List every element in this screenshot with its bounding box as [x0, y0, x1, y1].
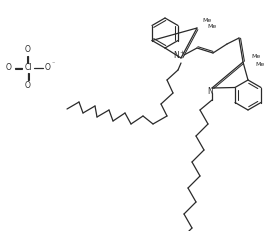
Text: O: O: [25, 82, 31, 91]
Text: Me: Me: [251, 54, 260, 58]
Text: Me: Me: [202, 18, 211, 22]
Text: O: O: [25, 46, 31, 55]
Text: O: O: [6, 64, 12, 73]
Text: N: N: [173, 52, 179, 61]
Text: Cl: Cl: [24, 64, 32, 73]
Text: O: O: [45, 64, 51, 73]
Text: Me: Me: [255, 61, 264, 67]
Text: ⁻: ⁻: [51, 63, 55, 67]
Text: N: N: [207, 86, 213, 95]
Text: Me: Me: [207, 24, 216, 28]
Text: +: +: [179, 51, 185, 55]
